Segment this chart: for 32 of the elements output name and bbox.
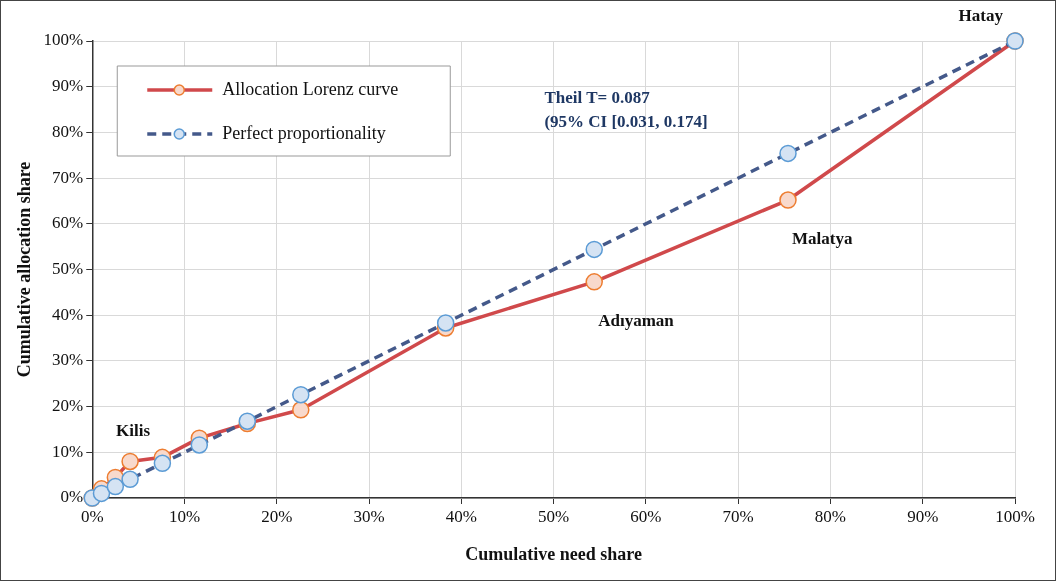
x-tick-label: 70%	[722, 506, 754, 526]
x-tick-label: 20%	[261, 506, 293, 526]
y-tick-label: 20%	[52, 396, 84, 416]
x-tick-label: 0%	[80, 506, 104, 526]
x-tick-label: 90%	[907, 506, 939, 526]
x-tick-label: 60%	[630, 506, 662, 526]
y-tick-label: 0%	[60, 487, 84, 507]
x-axis-title: Cumulative need share	[465, 543, 642, 564]
y-tick-label: 70%	[52, 167, 84, 187]
x-tick-label: 10%	[168, 506, 201, 526]
legend-label: Allocation Lorenz curve	[222, 78, 399, 99]
y-tick-label: 100%	[43, 30, 84, 50]
y-tick-label: 60%	[52, 213, 84, 233]
annotation: Theil T= 0.087	[544, 88, 651, 108]
y-tick-label: 10%	[52, 441, 84, 461]
legend-label: Perfect proportionality	[222, 122, 386, 143]
annotation: Adıyaman	[598, 311, 675, 331]
x-tick-label: 50%	[538, 506, 570, 526]
x-tick-label: 100%	[995, 506, 1035, 526]
annotation: Malatya	[792, 229, 853, 249]
x-tick-label: 30%	[353, 506, 385, 526]
annotation: Kilis	[116, 420, 151, 440]
y-tick-label: 30%	[52, 350, 84, 370]
y-axis-title: Cumulative allocation share	[14, 161, 35, 378]
annotation: Hatay	[958, 6, 1004, 26]
y-tick-label: 90%	[52, 76, 84, 96]
y-tick-label: 80%	[52, 121, 84, 141]
y-tick-label: 40%	[52, 304, 84, 324]
x-tick-label: 40%	[445, 506, 477, 526]
annotation: (95% CI [0.031, 0.174]	[544, 112, 708, 132]
x-tick-label: 80%	[814, 506, 847, 526]
y-tick-label: 50%	[52, 258, 84, 278]
